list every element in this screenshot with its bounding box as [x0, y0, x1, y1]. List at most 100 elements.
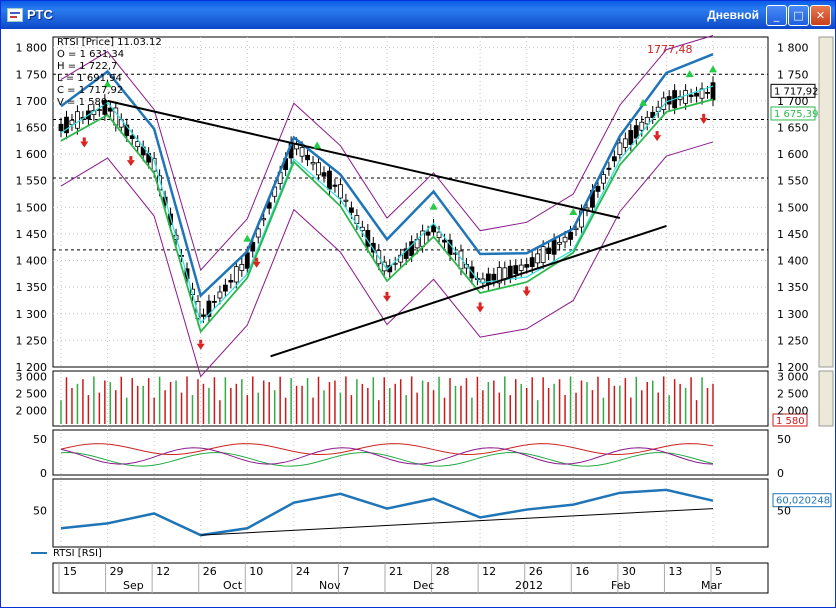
trendline-up	[270, 225, 667, 358]
time-month-label: Nov	[319, 579, 341, 592]
candle-body	[491, 273, 497, 281]
candle-body	[212, 300, 217, 303]
sell-marker	[383, 295, 391, 302]
sell-marker-stem	[82, 137, 86, 142]
trendline-down	[107, 99, 621, 219]
rsi-trendline	[200, 508, 714, 536]
price-tick-label: 1 800	[16, 42, 48, 55]
maximize-button[interactable]: □	[788, 5, 809, 26]
candle-body	[409, 241, 415, 256]
price-tick-label: 1 650	[16, 121, 48, 134]
volume-scrollbar[interactable]	[818, 370, 834, 427]
candle-body	[96, 109, 102, 111]
band-upper-line	[60, 34, 714, 272]
price-scrollbar[interactable]	[818, 36, 834, 368]
candle-body	[244, 252, 250, 269]
candle-body	[661, 97, 667, 110]
price-tick-label: 1 700	[16, 95, 48, 108]
rsi-legend: RTSI [RSI]	[31, 548, 102, 559]
time-day-label: 26	[203, 565, 217, 578]
rsi-tick-label: 50	[33, 505, 47, 518]
candle-body	[622, 138, 628, 148]
osc-red-line	[60, 443, 714, 456]
price-tick-label: 1 550	[16, 175, 48, 188]
candle-body	[710, 82, 716, 101]
chart-icon	[7, 8, 23, 22]
price-tick-label: 1 600	[16, 148, 48, 161]
candle-body	[617, 142, 623, 155]
ma-long-line	[60, 53, 714, 298]
time-day-label: 10	[249, 565, 263, 578]
legend-low: L = 1 691,94	[57, 73, 122, 84]
candle-body	[233, 266, 239, 283]
time-day-label: 24	[296, 565, 310, 578]
ma-mid-line	[60, 85, 714, 325]
osc-tick-label: 0	[40, 467, 47, 480]
sell-marker	[699, 117, 708, 124]
time-day-label: 12	[482, 565, 496, 578]
candle-body	[129, 135, 135, 140]
buy-marker	[243, 234, 252, 242]
rsi-last-box	[772, 493, 832, 508]
time-month-label: Sep	[123, 579, 144, 592]
ma-short-line	[60, 98, 714, 334]
price-tick-label: 1 300	[16, 308, 48, 321]
minimize-button[interactable]: _	[766, 5, 787, 26]
candle-body	[606, 167, 612, 170]
candle-body	[222, 284, 228, 292]
volume-tick-label-right: 2 000	[777, 404, 809, 417]
time-day-label: 5	[715, 565, 722, 578]
candle-body	[705, 92, 710, 94]
rsi-last-label: 60,020248	[776, 496, 830, 507]
candle-body	[694, 92, 699, 97]
rsi-line	[60, 488, 714, 537]
price-layer: 1777,48 1 717,92 1 675,39	[58, 34, 819, 378]
time-day-label: 13	[668, 565, 682, 578]
time-axis	[52, 562, 769, 594]
band-lower-line	[60, 141, 714, 378]
sell-marker	[252, 261, 261, 268]
rsi-legend-label: RTSI [RSI]	[53, 548, 102, 559]
last-price-box	[770, 83, 816, 98]
candle-body	[107, 107, 113, 112]
candle-body	[628, 130, 634, 145]
candle-body	[633, 125, 639, 139]
ma-value-label: 1 675,39	[774, 109, 819, 120]
peak-label: 1777,48	[647, 43, 693, 56]
price-tick-label: 1 450	[16, 228, 48, 241]
candle-body	[348, 207, 354, 213]
time-day-label: 26	[529, 565, 543, 578]
close-button[interactable]: ✕	[810, 5, 831, 26]
buy-marker	[639, 98, 648, 106]
price-tick-label-right: 1 800	[777, 42, 809, 55]
time-month-label: Feb	[611, 579, 630, 592]
volume-layer: 1 580	[60, 376, 808, 427]
price-panel	[52, 36, 769, 368]
candle-body	[321, 172, 327, 177]
candle-body	[338, 184, 343, 199]
price-tick-label-right: 1 650	[777, 121, 809, 134]
price-tick-label-right: 1 350	[777, 281, 809, 294]
price-tick-label-right: 1 450	[777, 228, 809, 241]
osc-tick-label: 50	[33, 433, 47, 446]
time-month-label: Dec	[413, 579, 434, 592]
candle-body	[206, 300, 212, 317]
candle-body	[228, 279, 234, 283]
sell-marker	[196, 343, 205, 350]
ma-value-box	[770, 106, 816, 121]
price-tick-label: 1 250	[16, 334, 48, 347]
sell-marker-stem	[385, 291, 389, 296]
window-title: РТС	[27, 7, 53, 22]
candle-body	[502, 267, 508, 280]
candle-body	[124, 124, 130, 136]
title-bar[interactable]: РТС Дневной _ □ ✕	[1, 1, 835, 29]
sell-marker-stem	[525, 286, 529, 291]
time-day-label: 16	[575, 565, 589, 578]
price-tick-label-right: 1 600	[777, 148, 809, 161]
candle-body	[513, 265, 519, 275]
candle-body	[261, 218, 267, 221]
price-tick-label-right: 1 250	[777, 334, 809, 347]
candle-body	[650, 111, 656, 118]
sell-marker	[80, 141, 89, 148]
candle-body	[64, 116, 69, 134]
